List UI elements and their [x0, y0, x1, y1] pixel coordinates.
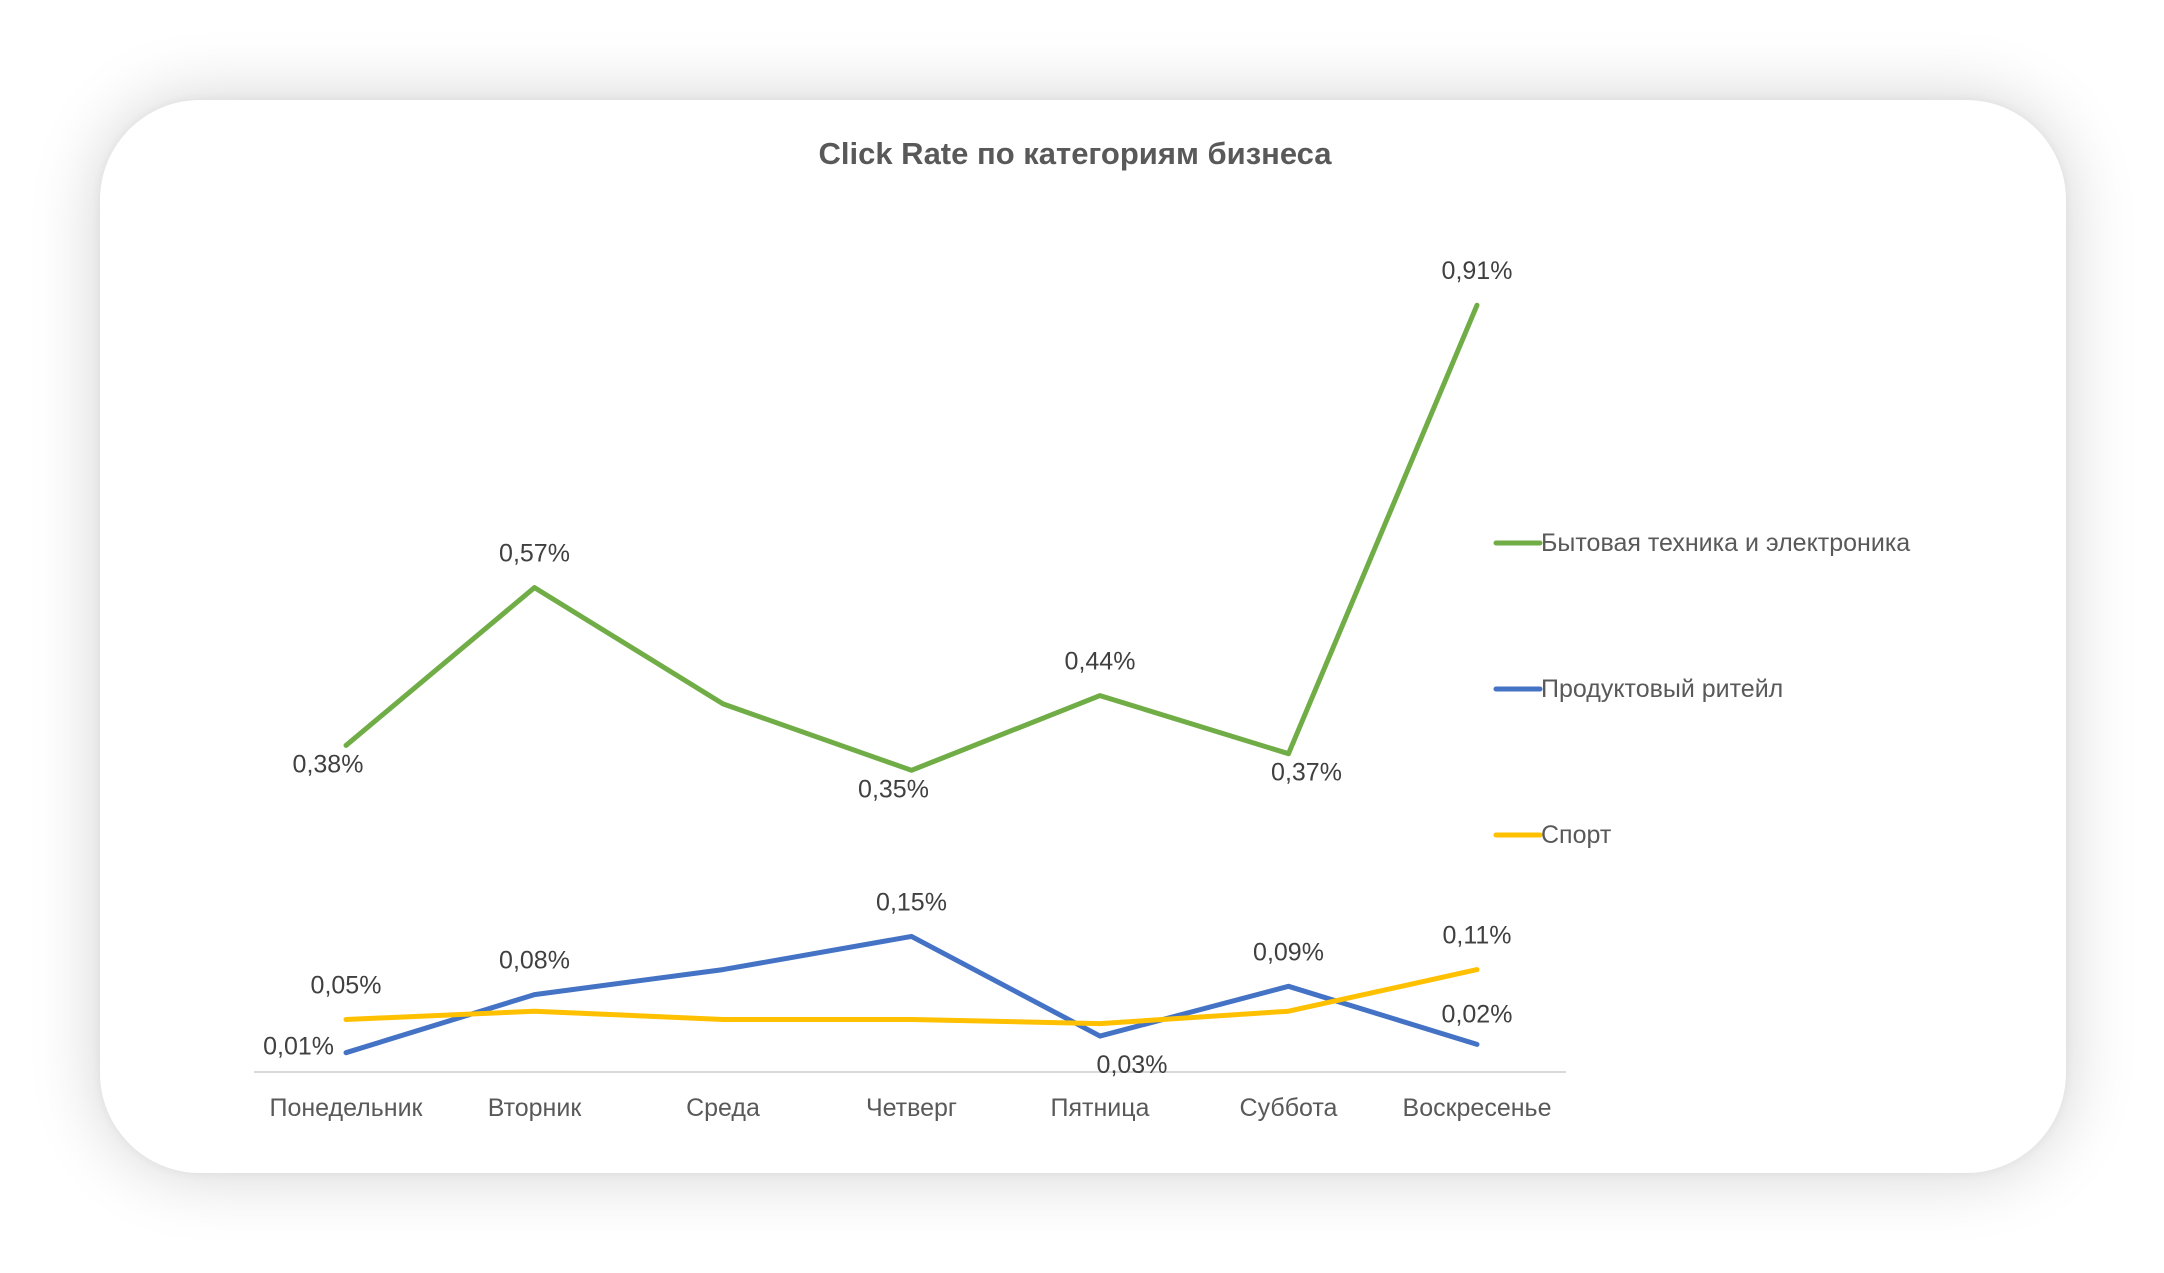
data-label: 0,01% [263, 1033, 334, 1061]
data-label: 0,44% [1065, 648, 1136, 676]
series-line-3 [343, 967, 1480, 1027]
line-chart: Click Rate по категориям бизнеса Понедел… [254, 136, 1910, 1122]
data-label: 0,08% [499, 947, 570, 975]
data-label: 0,15% [876, 888, 947, 916]
data-label: 0,02% [1442, 1000, 1513, 1028]
series-line-1 [343, 302, 1480, 773]
x-tick-label: Воскресенье [1403, 1094, 1552, 1122]
data-label: 0,35% [858, 775, 929, 803]
x-tick-label: Четверг [866, 1094, 957, 1122]
x-tick-label: Вторник [488, 1094, 583, 1122]
series-line-2 [343, 933, 1480, 1056]
chart-title: Click Rate по категориям бизнеса [818, 136, 1332, 171]
data-label: 0,57% [499, 540, 570, 568]
data-label: 0,03% [1097, 1051, 1168, 1079]
x-tick-label: Пятница [1051, 1094, 1150, 1122]
x-tick-label: Среда [686, 1094, 760, 1122]
data-label: 0,37% [1271, 759, 1342, 787]
data-label: 0,91% [1442, 257, 1513, 285]
data-label: 0,09% [1253, 938, 1324, 966]
data-labels: 0,38% 0,57% 0,35% 0,44% 0,37% 0,91% 0,01% 0,08%… [263, 257, 1512, 1079]
data-label: 0,05% [311, 971, 382, 999]
data-label: 0,38% [293, 750, 364, 778]
legend-label-1: Бытовая техника и электроника [1541, 529, 1910, 557]
x-tick-label: Понедельник [269, 1094, 423, 1122]
legend-label-2: Продуктовый ритейл [1541, 675, 1783, 703]
chart-card: Click Rate по категориям бизнеса Понедел… [100, 100, 2066, 1173]
x-tick-label: Суббота [1240, 1094, 1338, 1122]
legend: Бытовая техника и электроника Продуктовый… [1493, 529, 1910, 849]
x-axis-ticks: Понедельник Вторник Среда Четверг Пятница Суб… [269, 1094, 1551, 1122]
data-label: 0,11% [1442, 922, 1511, 950]
series-lines [343, 302, 1480, 1056]
legend-label-3: Спорт [1541, 821, 1612, 849]
